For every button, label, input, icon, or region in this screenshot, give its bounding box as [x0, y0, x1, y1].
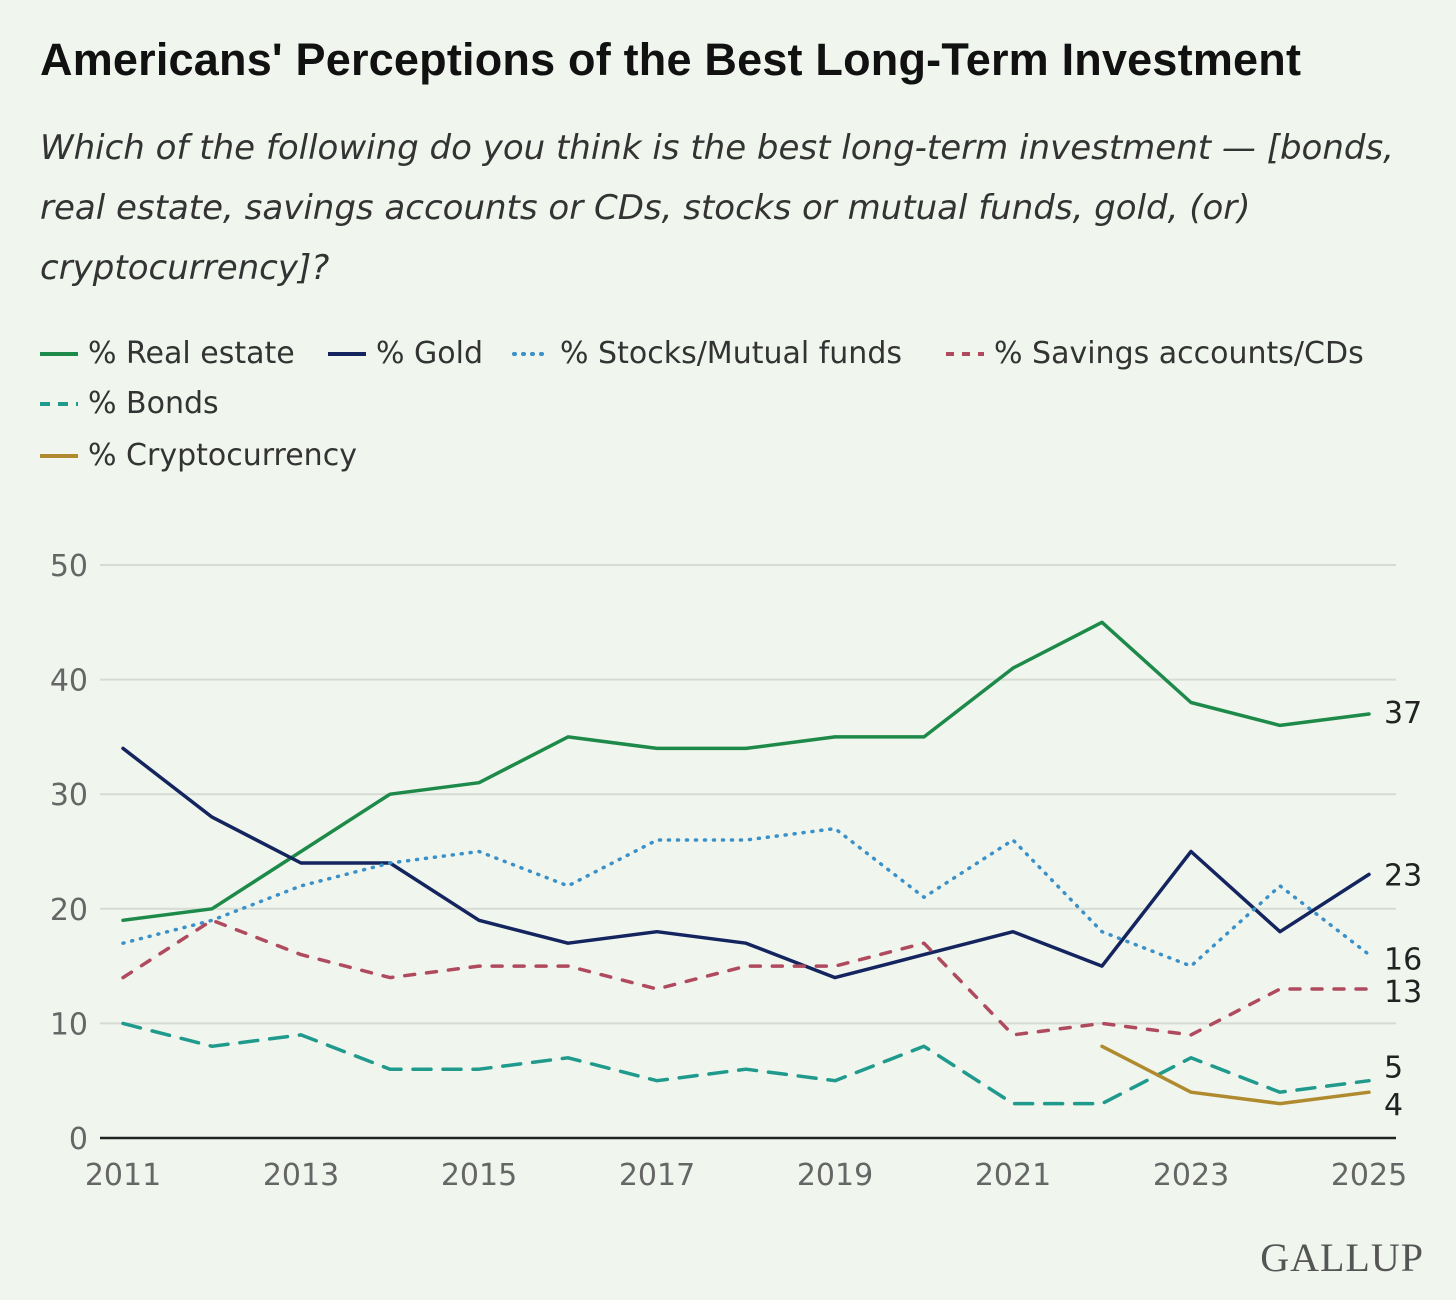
legend-label: % Real estate: [88, 336, 295, 371]
x-tick-label: 2023: [1153, 1158, 1229, 1193]
y-tick-label: 0: [69, 1122, 88, 1157]
legend-label: % Bonds: [88, 386, 219, 421]
chart-title: Americans' Perceptions of the Best Long-…: [40, 34, 1302, 85]
series-line-savings-accounts-cds: [121, 918, 1371, 1037]
x-tick-label: 2017: [619, 1158, 695, 1193]
x-tick-label: 2025: [1331, 1158, 1407, 1193]
series-line-stocks-mutual-funds: [121, 826, 1371, 968]
x-tick-label: 2011: [85, 1158, 161, 1193]
x-tick-label: 2019: [797, 1158, 873, 1193]
y-tick-label: 10: [50, 1007, 88, 1042]
legend-label: % Gold: [376, 336, 484, 371]
end-value-label-stocks-mutual-funds: 16: [1384, 943, 1422, 978]
x-tick-label: 2013: [263, 1158, 339, 1193]
x-tick-label: 2021: [975, 1158, 1051, 1193]
gallup-logo: GALLUP: [1260, 1235, 1424, 1280]
series-line-gold: [121, 746, 1371, 980]
legend-label: % Savings accounts/CDs: [994, 336, 1364, 371]
legend-label: % Cryptocurrency: [88, 438, 357, 473]
y-tick-label: 50: [50, 549, 88, 584]
end-value-label-real-estate: 37: [1384, 696, 1422, 731]
legend-item-savings: % Savings accounts/CDs: [946, 336, 1364, 371]
y-tick-label: 40: [50, 664, 88, 699]
series-line-cryptocurrency: [1100, 1044, 1371, 1106]
legend-item-bonds: % Bonds: [40, 386, 219, 421]
legend-item-real-estate: % Real estate: [40, 336, 295, 371]
series-line-real-estate: [121, 620, 1371, 923]
legend-item-stocks: % Stocks/Mutual funds: [512, 336, 902, 371]
y-tick-label: 30: [50, 778, 88, 813]
end-value-label-bonds: 5: [1384, 1051, 1403, 1086]
legend-item-gold: % Gold: [328, 336, 483, 371]
legend-label: % Stocks/Mutual funds: [560, 336, 902, 371]
end-value-label-cryptocurrency: 4: [1384, 1088, 1403, 1123]
series-line-bonds: [121, 1021, 1371, 1106]
chart-subtitle: Which of the following do you think is t…: [40, 128, 1394, 288]
legend-item-crypto: % Cryptocurrency: [40, 438, 357, 473]
end-value-label-gold: 23: [1384, 858, 1422, 893]
x-tick-label: 2015: [441, 1158, 517, 1193]
end-value-label-savings-accounts-cds: 13: [1384, 975, 1422, 1010]
y-tick-label: 20: [50, 893, 88, 928]
